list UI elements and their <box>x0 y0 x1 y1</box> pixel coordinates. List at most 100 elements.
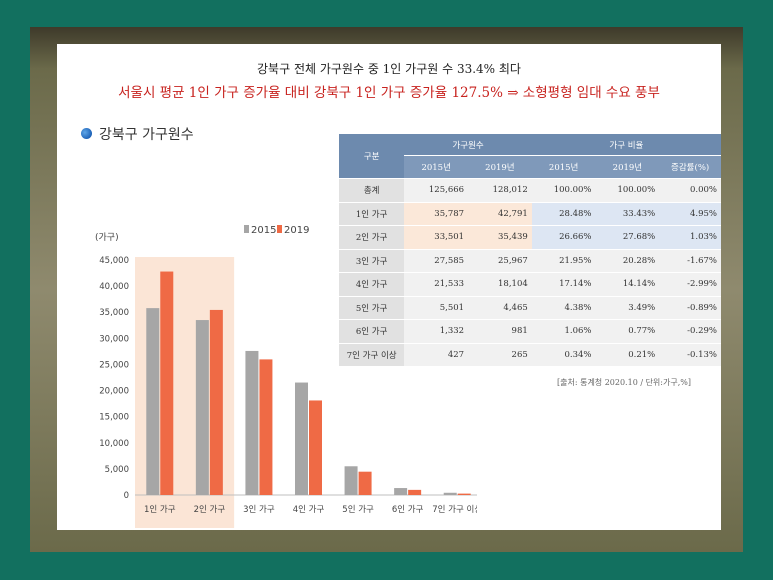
table-cell: 100.00% <box>595 178 660 203</box>
table-cell: 1.06% <box>531 319 596 344</box>
table-row: 2인 가구 33,501 35,439 26.66% 27.68% 1.03% <box>339 225 721 250</box>
table-row: 총계 125,666 128,012 100.00% 100.00% 0.00% <box>339 178 721 203</box>
table-cell: 18,104 <box>468 272 532 297</box>
table-cell: 427 <box>404 343 469 367</box>
x-tick-label: 3인 가구 <box>243 504 275 515</box>
source-note: [출처: 통계청 2020.10 / 단위:가구,%] <box>557 378 691 387</box>
legend-label-2019: 2019 <box>284 225 309 236</box>
table-cell: 125,666 <box>404 178 469 203</box>
row-label: 7인 가구 이상 <box>339 343 405 367</box>
y-tick-label: 5,000 <box>105 465 129 475</box>
bar-2019 <box>209 309 223 495</box>
table-cell: 35,439 <box>468 225 532 250</box>
subheadline: 서울시 평균 1인 가구 증가율 대비 강북구 1인 가구 증가율 127.5%… <box>118 85 660 101</box>
bullet-dot-icon <box>81 128 92 139</box>
table-cell: 981 <box>468 319 532 344</box>
table-cell: 4.38% <box>531 296 596 320</box>
y-tick-label: 30,000 <box>99 334 129 344</box>
headline: 강북구 전체 가구원수 중 1인 가구원 수 33.4% 최다 <box>257 62 521 76</box>
table-cell: 27,585 <box>404 249 469 273</box>
table-cell: 42,791 <box>468 202 532 226</box>
legend-label-2015: 2015 <box>251 225 276 236</box>
bar-2019 <box>160 271 174 495</box>
table-cell: 33.43% <box>595 202 660 226</box>
section-title-text: 강북구 가구원수 <box>99 127 194 143</box>
table-subheader: 2015년 <box>404 155 469 179</box>
table-cell: 14.14% <box>595 272 660 297</box>
table-cell: 28.48% <box>531 202 596 226</box>
row-label: 1인 가구 <box>339 202 405 226</box>
table-row: 4인 가구 21,533 18,104 17.14% 14.14% -2.99% <box>339 272 721 297</box>
row-label: 3인 가구 <box>339 249 405 273</box>
legend-swatch-2019 <box>277 225 282 233</box>
table-cell: 100.00% <box>531 178 596 203</box>
table-group-household-count: 가구원수 <box>404 134 532 156</box>
table-cell: -2.99% <box>659 272 721 297</box>
x-tick-label: 6인 가구 <box>392 504 424 515</box>
y-tick-label: 40,000 <box>99 282 129 292</box>
row-label: 5인 가구 <box>339 296 405 320</box>
table-corner: 구분 <box>339 134 405 179</box>
x-tick-label: 7인 가구 이상 <box>432 504 477 515</box>
table-cell: 1,332 <box>404 319 469 344</box>
y-tick-label: 10,000 <box>99 439 129 449</box>
table-row: 7인 가구 이상 427 265 0.34% 0.21% -0.13% <box>339 343 721 367</box>
y-tick-label: 20,000 <box>99 387 129 397</box>
household-table: 구분 가구원수 가구 비율 2015년 2019년 2015년 2019년 증감… <box>339 134 721 367</box>
table-cell: 17.14% <box>531 272 596 297</box>
table-group-ratio: 가구 비율 <box>531 134 721 156</box>
slide: 강북구 전체 가구원수 중 1인 가구원 수 33.4% 최다 서울시 평균 1… <box>57 44 721 530</box>
table-cell: 20.28% <box>595 249 660 273</box>
bar-2015 <box>245 350 259 495</box>
bar-2019 <box>358 471 372 495</box>
table-cell: 3.49% <box>595 296 660 320</box>
row-label: 4인 가구 <box>339 272 405 297</box>
bar-2019 <box>408 489 422 495</box>
row-label: 2인 가구 <box>339 225 405 250</box>
bar-2015 <box>394 488 408 495</box>
table-row: 6인 가구 1,332 981 1.06% 0.77% -0.29% <box>339 319 721 344</box>
bar-2019 <box>259 359 273 495</box>
table-cell: 0.00% <box>659 178 721 203</box>
table-cell: 35,787 <box>404 202 469 226</box>
table-cell: 5,501 <box>404 296 469 320</box>
row-label: 6인 가구 <box>339 319 405 344</box>
y-tick-label: 0 <box>124 491 129 501</box>
table-cell: 26.66% <box>531 225 596 250</box>
bar-2015 <box>195 320 209 495</box>
table-cell: 21,533 <box>404 272 469 297</box>
y-tick-label: 15,000 <box>99 413 129 423</box>
y-tick-label: 35,000 <box>99 308 129 318</box>
x-tick-label: 5인 가구 <box>342 504 374 515</box>
table-cell: 265 <box>468 343 532 367</box>
table-subheader: 2015년 <box>531 155 596 179</box>
y-tick-label: 25,000 <box>99 360 129 370</box>
bar-2019 <box>457 493 471 495</box>
x-tick-label: 1인 가구 <box>144 504 176 515</box>
bar-2015 <box>344 466 358 495</box>
row-label: 총계 <box>339 178 405 203</box>
section-title: 강북구 가구원수 <box>81 124 194 144</box>
table-row: 3인 가구 27,585 25,967 21.95% 20.28% -1.67% <box>339 249 721 273</box>
table-subheader: 2019년 <box>595 155 660 179</box>
table-cell: 21.95% <box>531 249 596 273</box>
table-cell: 33,501 <box>404 225 469 250</box>
table-cell: -0.13% <box>659 343 721 367</box>
table-cell: 25,967 <box>468 249 532 273</box>
bar-2015 <box>295 382 308 495</box>
table-subheader: 증감률(%) <box>659 155 721 179</box>
y-axis-label: (가구) <box>95 232 119 243</box>
bar-2019 <box>309 400 322 495</box>
legend-swatch-2015 <box>244 225 249 233</box>
table-row: 1인 가구 35,787 42,791 28.48% 33.43% 4.95% <box>339 202 721 226</box>
table-cell: -0.29% <box>659 319 721 344</box>
table-cell: 0.34% <box>531 343 596 367</box>
legend: 2015 2019 <box>244 225 309 236</box>
table-cell: -0.89% <box>659 296 721 320</box>
table-cell: 4.95% <box>659 202 721 226</box>
table-cell: 27.68% <box>595 225 660 250</box>
table-cell: 128,012 <box>468 178 532 203</box>
x-tick-label: 2인 가구 <box>194 504 226 515</box>
table-row: 5인 가구 5,501 4,465 4.38% 3.49% -0.89% <box>339 296 721 320</box>
table-cell: -1.67% <box>659 249 721 273</box>
